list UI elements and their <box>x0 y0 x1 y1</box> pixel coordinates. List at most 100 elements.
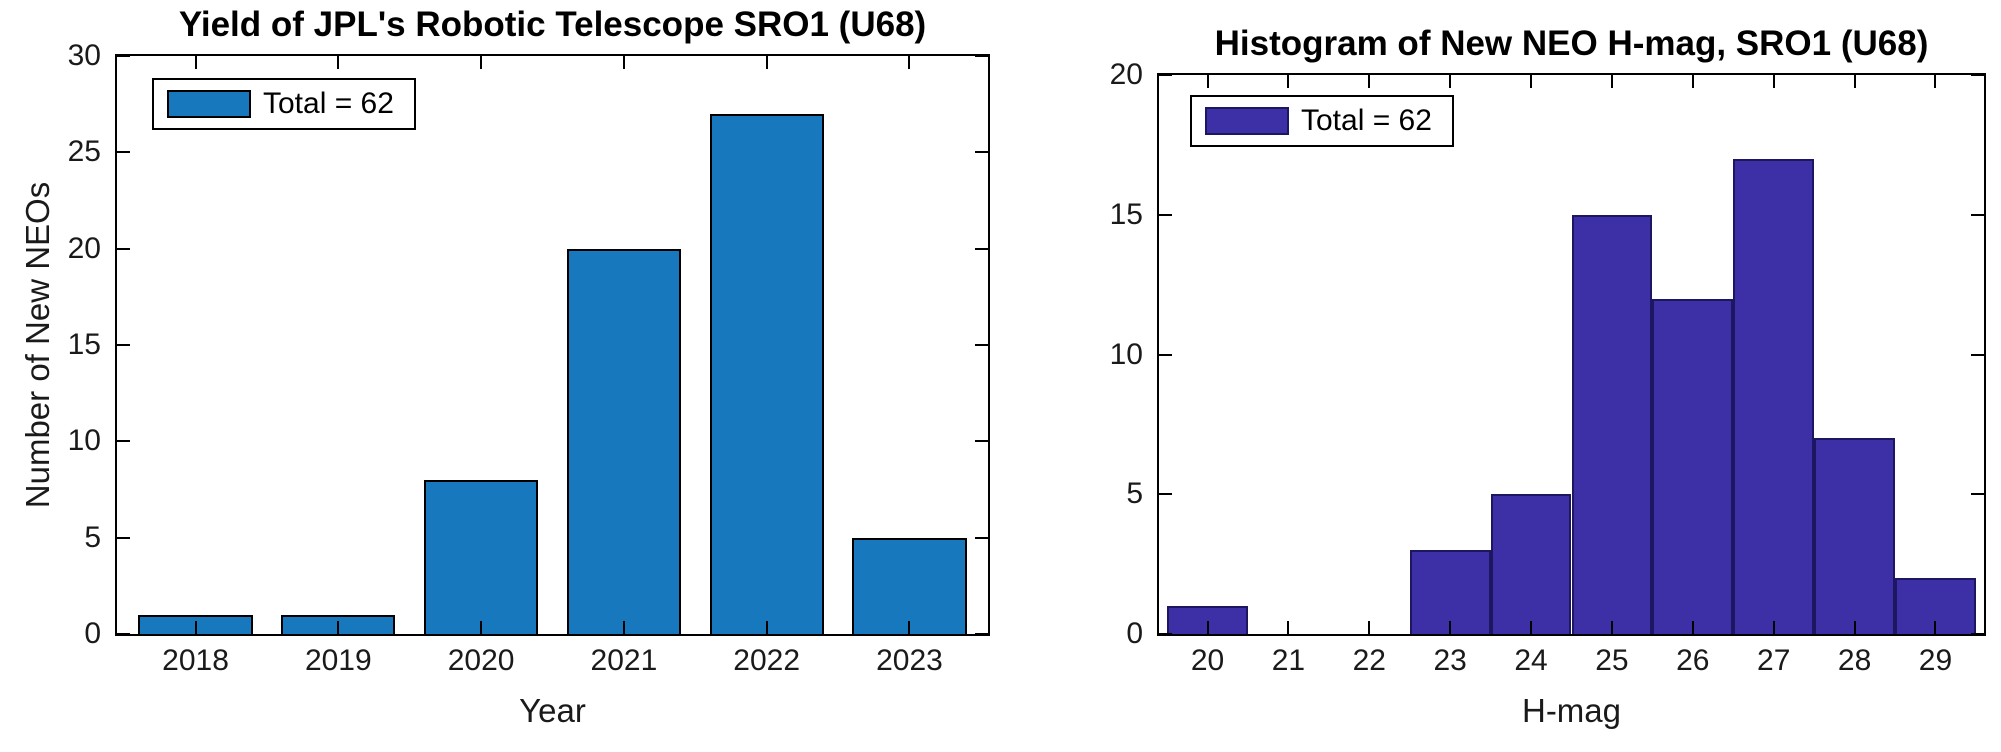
bar-2021 <box>566 248 681 634</box>
axis-tick <box>1691 621 1694 634</box>
y-tick-label: 5 <box>84 520 101 554</box>
chart-title: Yield of JPL's Robotic Telescope SRO1 (U… <box>178 5 927 44</box>
axis-tick <box>1449 621 1452 634</box>
x-tick-label: 2019 <box>304 644 372 677</box>
axis-tick <box>117 344 130 346</box>
legend-swatch <box>167 90 251 118</box>
x-tick-label: 29 <box>1918 644 1953 677</box>
axis-tick <box>117 536 130 539</box>
axis-tick <box>1368 621 1371 634</box>
x-tick-label: 21 <box>1271 644 1306 677</box>
bar-23 <box>1409 550 1491 634</box>
legend-swatch <box>1205 107 1289 135</box>
axis-tick <box>1530 621 1533 634</box>
axis-tick <box>1934 621 1937 634</box>
axis-tick <box>908 621 911 634</box>
axis-tick <box>1971 493 1984 496</box>
x-tick-label: 24 <box>1514 644 1548 677</box>
bar-24 <box>1490 494 1572 634</box>
axis-tick <box>975 55 988 57</box>
y-tick-label: 0 <box>84 617 101 650</box>
y-tick-label: 10 <box>1109 337 1143 371</box>
axis-tick <box>1772 75 1775 88</box>
axis-tick <box>480 56 483 69</box>
axis-tick <box>975 440 988 443</box>
x-tick-label: 27 <box>1757 644 1791 677</box>
axis-tick <box>975 247 988 250</box>
axis-tick <box>1159 493 1172 496</box>
bar-2022 <box>709 113 824 634</box>
legend: Total = 62 <box>1190 95 1454 147</box>
bar-26 <box>1652 298 1734 634</box>
axis-tick <box>975 151 988 154</box>
y-tick-label: 20 <box>1109 58 1143 91</box>
axis-tick <box>1971 74 1984 76</box>
axis-tick <box>480 621 483 634</box>
axis-tick <box>1971 633 1984 635</box>
y-axis-label: Number of New NEOs <box>19 181 56 509</box>
axis-tick <box>337 621 340 634</box>
chart-title: Histogram of New NEO H-mag, SRO1 (U68) <box>1214 24 1929 63</box>
x-tick-label: 2020 <box>447 644 515 677</box>
axis-tick <box>1206 75 1209 88</box>
y-tick-label: 30 <box>67 39 101 72</box>
axis-tick <box>117 55 130 57</box>
x-tick-label: 28 <box>1837 644 1872 677</box>
bar-2023 <box>852 537 967 634</box>
y-tick-label: 0 <box>1126 617 1143 650</box>
axis-tick <box>908 56 911 69</box>
axis-tick <box>194 56 197 69</box>
axis-tick <box>1159 213 1172 216</box>
axis-tick <box>1159 74 1172 76</box>
bar-27 <box>1733 158 1815 634</box>
chart-panel-hmag-histogram: Histogram of New NEO H-mag, SRO1 (U68) 0… <box>1000 0 2001 752</box>
x-tick-label: 2022 <box>733 644 801 677</box>
legend: Total = 62 <box>152 78 416 130</box>
x-tick-label: 2021 <box>590 644 658 677</box>
x-tick-label: 25 <box>1595 644 1629 677</box>
x-tick-label: 26 <box>1676 644 1710 677</box>
x-tick-label: 20 <box>1190 644 1225 677</box>
axis-tick <box>1530 75 1533 88</box>
axis-tick <box>1934 75 1937 88</box>
axis-tick <box>1691 75 1694 88</box>
x-tick-label: 22 <box>1352 644 1386 677</box>
axis-tick <box>1287 75 1290 88</box>
axis-tick <box>117 633 130 635</box>
axis-tick <box>975 536 988 539</box>
plot-area: 0 5 10 15 20 20 21 22 23 24 25 26 27 28 29 <box>1110 60 1986 676</box>
axis-tick <box>1287 621 1290 634</box>
bar-2020 <box>423 479 539 634</box>
axis-tick <box>1206 621 1209 634</box>
x-tick-label: 23 <box>1433 644 1467 677</box>
axis-tick <box>1971 353 1984 356</box>
axis-tick <box>765 56 768 69</box>
axis-tick <box>1159 633 1172 635</box>
axis-tick <box>1610 75 1613 88</box>
chart-panel-yearly-yield: Yield of JPL's Robotic Telescope SRO1 (U… <box>0 0 1000 752</box>
legend-label: Total = 62 <box>1301 104 1432 137</box>
axis-tick <box>765 621 768 634</box>
y-tick-label: 20 <box>67 231 101 265</box>
y-tick-label: 25 <box>67 135 101 169</box>
axis-tick <box>1772 621 1775 634</box>
bar-28 <box>1814 438 1896 634</box>
axis-tick <box>1610 621 1613 634</box>
axis-tick <box>622 56 625 69</box>
axis-tick <box>194 621 197 634</box>
axis-tick <box>975 633 988 635</box>
y-tick-label: 15 <box>1109 197 1143 231</box>
plot-area: 0 5 10 15 20 25 30 2018 2019 2020 2021 2022 2023 <box>68 41 990 676</box>
bar-25 <box>1571 214 1653 634</box>
axis-tick <box>1853 621 1856 634</box>
y-tick-label: 15 <box>67 328 101 361</box>
axis-tick <box>117 440 130 443</box>
axis-tick <box>1159 353 1172 356</box>
axis-tick <box>1853 75 1856 88</box>
x-axis-label: Year <box>519 692 586 729</box>
legend-label: Total = 62 <box>263 87 394 120</box>
axis-tick <box>975 344 988 346</box>
x-axis-label: H-mag <box>1521 692 1622 729</box>
x-tick-label: 2023 <box>876 644 943 677</box>
